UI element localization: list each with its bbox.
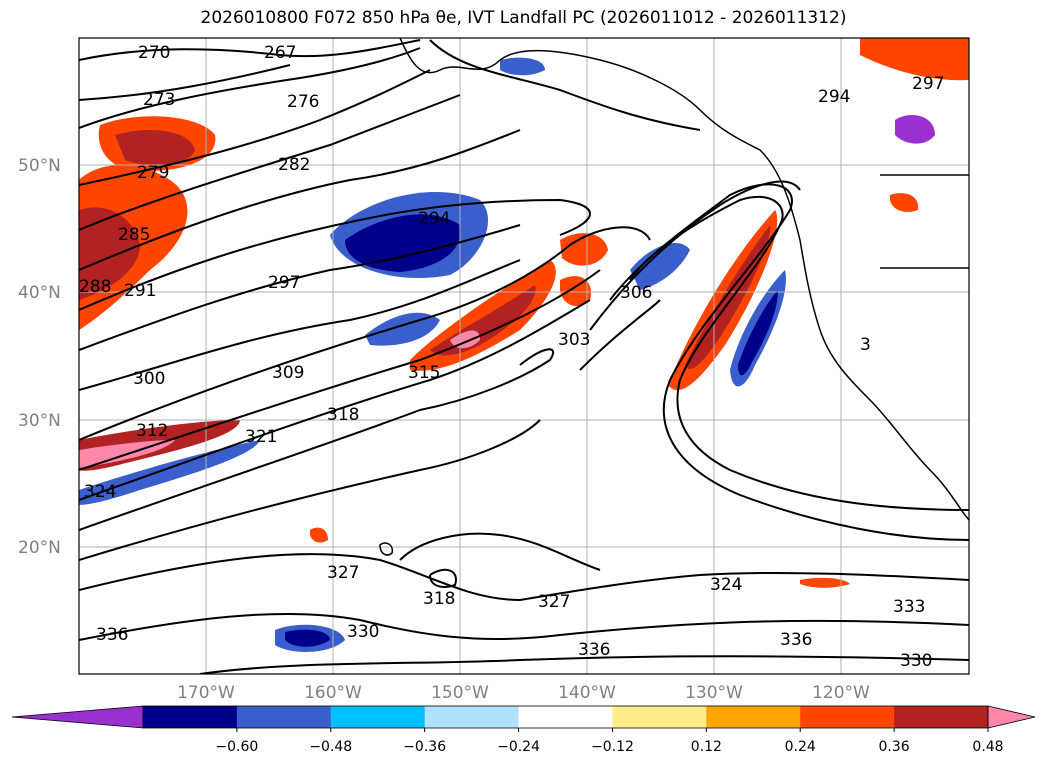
lon-label-160w: 160°W (304, 683, 362, 703)
colorbar-tick-label: 0.24 (785, 739, 816, 755)
colorbar-segment (800, 706, 895, 728)
negative-anomaly-region (630, 242, 690, 290)
map-title: 2026010800 F072 850 hPa θe, IVT Landfall… (200, 8, 847, 28)
colorbar: −0.60 −0.48 −0.36 −0.24 −0.12 0.12 0.24 0.36 0.4… (11, 705, 1036, 755)
colorbar-tick-label: −0.36 (403, 739, 446, 755)
contour-label: 285 (118, 225, 150, 245)
contour-label: 300 (133, 369, 165, 389)
colorbar-tick-label: −0.12 (591, 739, 634, 755)
colorbar-segment (330, 706, 426, 728)
contour-label: 324 (84, 482, 116, 502)
colorbar-extend-high (987, 705, 1036, 729)
colorbar-tick-label: −0.48 (309, 739, 352, 755)
lon-label-150w: 150°W (431, 683, 489, 703)
positive-anomaly-region (890, 193, 919, 212)
negative-anomaly-region (738, 290, 778, 376)
lon-label-120w: 120°W (812, 683, 870, 703)
coastline (379, 38, 969, 556)
shading-layer (79, 38, 969, 652)
contour-label: 330 (347, 622, 379, 642)
contour-label: 312 (136, 421, 168, 441)
contour-label: 294 (818, 87, 850, 107)
contour-label: 270 (138, 43, 170, 63)
colorbar-segment (518, 706, 613, 728)
positive-anomaly-region (79, 207, 140, 300)
contour-label: 297 (268, 273, 300, 293)
negative-anomaly-region (365, 312, 440, 346)
contour-label: 324 (710, 575, 742, 595)
lon-label-140w: 140°W (558, 683, 616, 703)
positive-anomaly-region (115, 130, 195, 166)
contour-label: 327 (327, 563, 359, 583)
colorbar-tick-label: 0.48 (972, 739, 1003, 755)
map-area (79, 38, 969, 674)
colorbar-segment (143, 706, 238, 728)
positive-anomaly-region (560, 276, 591, 307)
negative-anomaly-region (285, 629, 330, 647)
contour-label: 327 (538, 592, 570, 612)
contour-label: 315 (408, 363, 440, 383)
contour-label: 267 (264, 43, 296, 63)
lon-label-170w: 170°W (177, 683, 235, 703)
contour-label: 306 (620, 283, 652, 303)
contour-label: 336 (96, 625, 128, 645)
contour-label: 282 (278, 155, 310, 175)
lon-label-130w: 130°W (685, 683, 743, 703)
colorbar-tick-label: 0.36 (879, 739, 910, 755)
colorbar-segment (236, 706, 332, 728)
lat-label-50n: 50°N (18, 156, 61, 176)
contour-label-group: 270 267 273 276 279 282 285 288 291 294 … (79, 43, 944, 671)
positive-anomaly-region (800, 577, 850, 588)
colorbar-segment (424, 706, 520, 728)
lat-label-20n: 20°N (18, 538, 61, 558)
positive-anomaly-region (450, 330, 480, 349)
contour-label: 321 (245, 427, 277, 447)
contour-label: 279 (137, 163, 169, 183)
colorbar-tick-label: 0.12 (691, 739, 722, 755)
colorbar-segment (894, 706, 989, 728)
contour-label: 309 (272, 363, 304, 383)
contour-label: 333 (893, 597, 925, 617)
contour-label: 276 (287, 92, 319, 112)
colorbar-extend-low (11, 705, 144, 729)
positive-anomaly-region (860, 38, 969, 81)
colorbar-tick-label: −0.60 (215, 739, 258, 755)
contour-lines (79, 39, 969, 674)
contour-label: 330 (900, 651, 932, 671)
contour-label: 291 (124, 281, 156, 301)
colorbar-tick-label: −0.24 (497, 739, 540, 755)
contour-label: 303 (558, 330, 590, 350)
contour-label: 3 (860, 335, 871, 355)
positive-anomaly-region (310, 527, 328, 543)
contour-label: 336 (578, 640, 610, 660)
map-border (78, 37, 970, 675)
positive-anomaly-region (560, 233, 608, 266)
lat-label-40n: 40°N (18, 283, 61, 303)
colorbar-border (142, 705, 989, 729)
negative-anomaly-region (79, 440, 260, 505)
contour-label: 297 (912, 74, 944, 94)
contour-label: 288 (79, 277, 111, 297)
negative-anomaly-region (895, 115, 935, 144)
contour-label: 273 (143, 90, 175, 110)
negative-anomaly-region (500, 57, 545, 76)
lat-label-30n: 30°N (18, 411, 61, 431)
contour-label: 294 (418, 209, 450, 229)
contour-label: 318 (327, 405, 359, 425)
contour-label: 336 (780, 630, 812, 650)
gridlines (79, 38, 969, 674)
contour-label: 318 (423, 589, 455, 609)
colorbar-segment (612, 706, 707, 728)
negative-anomaly-region (345, 214, 461, 272)
colorbar-segment (706, 706, 801, 728)
